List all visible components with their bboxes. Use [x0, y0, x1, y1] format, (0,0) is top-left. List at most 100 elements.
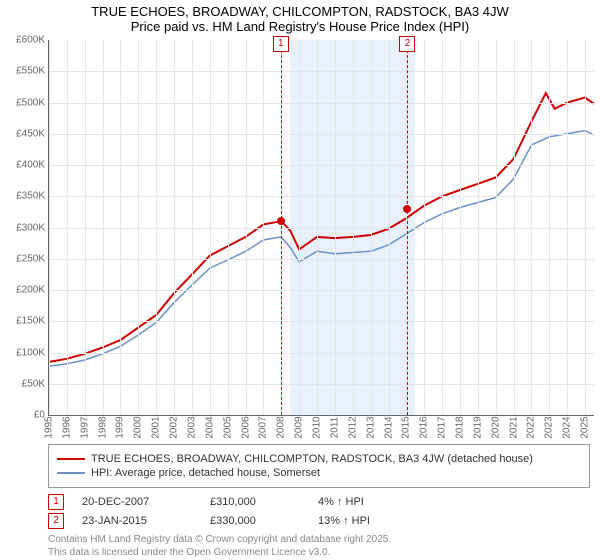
- gridline-v: [49, 40, 50, 415]
- gridline-v: [138, 40, 139, 415]
- sale-dot: [277, 217, 285, 225]
- y-tick-label: £350K: [1, 191, 45, 202]
- x-tick-label: 2008: [276, 416, 287, 438]
- x-tick-label: 2007: [258, 416, 269, 438]
- x-tick-label: 2019: [472, 416, 483, 438]
- gridline-v: [460, 40, 461, 415]
- chart-title: TRUE ECHOES, BROADWAY, CHILCOMPTON, RADS…: [0, 4, 600, 19]
- x-tick-label: 2023: [544, 416, 555, 438]
- legend-swatch: [57, 458, 85, 460]
- sale-vline: [281, 40, 282, 415]
- x-tick-label: 2000: [133, 416, 144, 438]
- legend-item: HPI: Average price, detached house, Some…: [57, 467, 581, 479]
- x-tick-label: 2020: [490, 416, 501, 438]
- x-tick-label: 1995: [44, 416, 55, 438]
- x-tick-label: 2004: [204, 416, 215, 438]
- legend-label: TRUE ECHOES, BROADWAY, CHILCOMPTON, RADS…: [91, 453, 533, 465]
- sale-row: 223-JAN-2015£330,00013% ↑ HPI: [48, 513, 590, 529]
- legend-label: HPI: Average price, detached house, Some…: [91, 467, 320, 479]
- x-tick-label: 1997: [79, 416, 90, 438]
- x-tick-label: 2015: [401, 416, 412, 438]
- y-tick-label: £0: [1, 410, 45, 421]
- gridline-v: [371, 40, 372, 415]
- gridline-h: [49, 196, 594, 197]
- gridline-v: [67, 40, 68, 415]
- sale-marker-box: 2: [399, 36, 415, 52]
- gridline-v: [317, 40, 318, 415]
- gridline-v: [389, 40, 390, 415]
- legend-swatch: [57, 472, 85, 474]
- gridline-v: [335, 40, 336, 415]
- plot-area: £0£50K£100K£150K£200K£250K£300K£350K£400…: [48, 40, 594, 416]
- y-tick-label: £250K: [1, 253, 45, 264]
- x-tick-label: 2006: [240, 416, 251, 438]
- gridline-v: [442, 40, 443, 415]
- y-tick-label: £550K: [1, 66, 45, 77]
- y-tick-label: £600K: [1, 35, 45, 46]
- sale-date: 23-JAN-2015: [82, 515, 192, 527]
- x-tick-label: 2022: [526, 416, 537, 438]
- gridline-v: [210, 40, 211, 415]
- legend-item: TRUE ECHOES, BROADWAY, CHILCOMPTON, RADS…: [57, 453, 581, 465]
- gridline-v: [549, 40, 550, 415]
- x-tick-label: 2016: [419, 416, 430, 438]
- x-tick-label: 1998: [97, 416, 108, 438]
- gridline-v: [103, 40, 104, 415]
- x-tick-label: 2017: [437, 416, 448, 438]
- sale-change: 4% ↑ HPI: [318, 496, 408, 508]
- gridline-h: [49, 384, 594, 385]
- legend-box: TRUE ECHOES, BROADWAY, CHILCOMPTON, RADS…: [48, 444, 590, 488]
- x-tick-label: 2003: [186, 416, 197, 438]
- x-tick-label: 2012: [347, 416, 358, 438]
- x-tick-label: 2025: [580, 416, 591, 438]
- y-tick-label: £100K: [1, 347, 45, 358]
- gridline-h: [49, 134, 594, 135]
- gridline-h: [49, 165, 594, 166]
- gridline-h: [49, 71, 594, 72]
- gridline-v: [585, 40, 586, 415]
- gridline-v: [299, 40, 300, 415]
- y-tick-label: £300K: [1, 222, 45, 233]
- x-tick-label: 1999: [115, 416, 126, 438]
- sales-table: 120-DEC-2007£310,0004% ↑ HPI223-JAN-2015…: [48, 494, 590, 529]
- y-tick-label: £200K: [1, 285, 45, 296]
- sale-date: 20-DEC-2007: [82, 496, 192, 508]
- gridline-v: [192, 40, 193, 415]
- x-tick-label: 2010: [312, 416, 323, 438]
- sale-price: £330,000: [210, 515, 300, 527]
- gridline-h: [49, 321, 594, 322]
- gridline-h: [49, 228, 594, 229]
- y-tick-label: £150K: [1, 316, 45, 327]
- sale-change: 13% ↑ HPI: [318, 515, 408, 527]
- gridline-v: [174, 40, 175, 415]
- gridline-v: [120, 40, 121, 415]
- sale-marker-box: 1: [273, 36, 289, 52]
- gridline-v: [246, 40, 247, 415]
- gridline-v: [478, 40, 479, 415]
- gridline-v: [228, 40, 229, 415]
- footer-line: Contains HM Land Registry data © Crown c…: [48, 533, 590, 546]
- x-tick-label: 2005: [222, 416, 233, 438]
- data-attribution: Contains HM Land Registry data © Crown c…: [48, 533, 590, 559]
- x-tick-label: 1996: [61, 416, 72, 438]
- gridline-v: [514, 40, 515, 415]
- y-tick-label: £400K: [1, 160, 45, 171]
- x-tick-label: 2021: [508, 416, 519, 438]
- gridline-v: [531, 40, 532, 415]
- gridline-v: [156, 40, 157, 415]
- gridline-h: [49, 259, 594, 260]
- sale-dot: [403, 205, 411, 213]
- gridline-h: [49, 290, 594, 291]
- x-tick-label: 2018: [454, 416, 465, 438]
- gridline-v: [567, 40, 568, 415]
- gridline-v: [85, 40, 86, 415]
- x-tick-label: 2001: [151, 416, 162, 438]
- gridline-v: [496, 40, 497, 415]
- gridline-v: [353, 40, 354, 415]
- gridline-h: [49, 353, 594, 354]
- x-tick-label: 2011: [329, 417, 340, 439]
- footer-line: This data is licensed under the Open Gov…: [48, 546, 590, 559]
- y-tick-label: £500K: [1, 97, 45, 108]
- gridline-v: [263, 40, 264, 415]
- y-tick-label: £50K: [1, 378, 45, 389]
